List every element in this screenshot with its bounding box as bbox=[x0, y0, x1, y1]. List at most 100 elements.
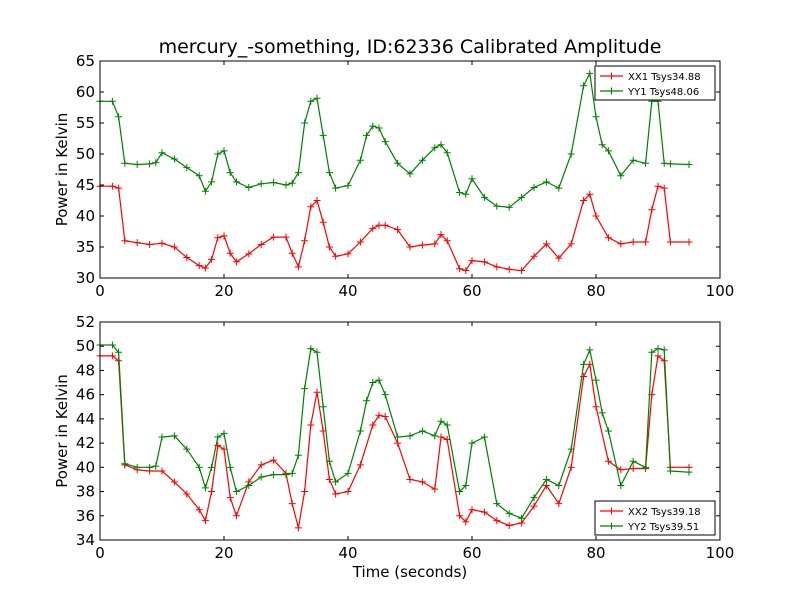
y-tick-label: 52 bbox=[76, 313, 95, 331]
data-point bbox=[555, 184, 563, 192]
plot-top: 0 20 40 60 80 100 30 35 40 45 50 55 60 65 Power in Kel… bbox=[53, 52, 734, 300]
x-tick-label: 80 bbox=[586, 282, 605, 300]
data-point bbox=[313, 197, 321, 204]
data-point bbox=[307, 97, 315, 105]
data-point bbox=[660, 159, 668, 167]
data-point bbox=[604, 457, 612, 465]
data-point bbox=[406, 170, 414, 178]
data-point bbox=[369, 122, 377, 130]
data-point bbox=[468, 175, 476, 183]
data-point bbox=[220, 232, 228, 240]
data-point bbox=[220, 429, 228, 437]
data-point bbox=[158, 433, 166, 441]
data-point bbox=[530, 183, 538, 191]
data-point bbox=[115, 348, 123, 356]
data-point bbox=[586, 190, 594, 198]
y-tick-label: 65 bbox=[76, 52, 95, 70]
data-point bbox=[567, 463, 575, 471]
x-tick-label: 80 bbox=[586, 544, 605, 562]
data-point bbox=[375, 411, 383, 419]
data-point bbox=[226, 463, 234, 471]
data-point bbox=[183, 445, 191, 453]
data-point bbox=[301, 385, 309, 393]
data-point bbox=[518, 514, 526, 522]
data-point bbox=[257, 180, 265, 188]
data-point bbox=[505, 203, 513, 211]
data-point bbox=[443, 421, 451, 429]
data-point bbox=[232, 178, 240, 186]
data-point bbox=[344, 469, 352, 477]
data-point bbox=[313, 94, 321, 102]
data-point bbox=[406, 475, 414, 483]
data-point bbox=[201, 264, 209, 272]
x-axis-label: Time (seconds) bbox=[352, 563, 468, 581]
data-point bbox=[542, 178, 550, 186]
data-point bbox=[375, 376, 383, 384]
data-point bbox=[282, 471, 290, 479]
data-point bbox=[381, 221, 389, 229]
data-point bbox=[456, 512, 464, 520]
data-point bbox=[431, 240, 439, 248]
data-point bbox=[666, 238, 674, 246]
data-point bbox=[468, 439, 476, 447]
legend-label: XX2 Tsys39.18 bbox=[628, 507, 701, 518]
data-point bbox=[518, 193, 526, 201]
data-point bbox=[294, 169, 302, 177]
legend: XX2 Tsys39.18 YY2 Tsys39.51 bbox=[594, 500, 716, 536]
data-point bbox=[394, 159, 402, 167]
data-point bbox=[567, 150, 575, 158]
data-point bbox=[456, 188, 464, 196]
data-point bbox=[617, 172, 625, 180]
data-point bbox=[648, 206, 656, 214]
data-point bbox=[220, 147, 228, 155]
y-tick-label: 40 bbox=[76, 207, 95, 225]
data-point bbox=[462, 267, 470, 275]
legend-box bbox=[594, 500, 716, 536]
data-point bbox=[363, 131, 371, 139]
data-point bbox=[325, 243, 333, 251]
data-point bbox=[480, 508, 488, 516]
legend-label: XX1 Tsys34.88 bbox=[628, 72, 701, 83]
data-point bbox=[121, 159, 129, 167]
data-point bbox=[586, 346, 594, 354]
data-point bbox=[381, 391, 389, 399]
series-2 bbox=[96, 341, 693, 522]
data-point bbox=[232, 488, 240, 496]
data-point bbox=[133, 239, 141, 247]
y-tick-label: 60 bbox=[76, 83, 95, 101]
data-point bbox=[208, 178, 216, 186]
data-point bbox=[406, 243, 414, 251]
data-point bbox=[437, 231, 445, 239]
data-point bbox=[183, 254, 191, 262]
data-point bbox=[183, 490, 191, 498]
y-tick-label: 46 bbox=[76, 386, 95, 404]
data-point bbox=[288, 179, 296, 187]
data-point bbox=[518, 267, 526, 275]
data-point bbox=[313, 348, 321, 356]
data-point bbox=[201, 484, 209, 492]
plot-bottom: 0 20 40 60 80 100 34 36 38 40 42 44 46 48 50 52 Power in… bbox=[53, 313, 734, 581]
data-point bbox=[158, 239, 166, 247]
data-point bbox=[530, 494, 538, 502]
data-point bbox=[170, 478, 178, 486]
data-point bbox=[208, 255, 216, 263]
y-tick-label: 50 bbox=[76, 337, 95, 355]
data-point bbox=[598, 141, 606, 149]
data-point bbox=[214, 433, 222, 441]
data-point bbox=[232, 258, 240, 266]
data-point bbox=[307, 421, 315, 429]
data-point bbox=[356, 238, 364, 246]
data-point bbox=[592, 403, 600, 411]
y-axis-label: Power in Kelvin bbox=[53, 113, 71, 227]
data-point bbox=[456, 488, 464, 496]
data-point bbox=[245, 250, 253, 258]
data-point bbox=[493, 500, 501, 508]
data-point bbox=[369, 224, 377, 232]
data-point bbox=[394, 439, 402, 447]
data-point bbox=[406, 432, 414, 440]
x-tick-label: 100 bbox=[706, 282, 735, 300]
y-tick-label: 34 bbox=[76, 531, 95, 549]
data-point bbox=[245, 183, 253, 191]
data-point bbox=[257, 241, 265, 249]
